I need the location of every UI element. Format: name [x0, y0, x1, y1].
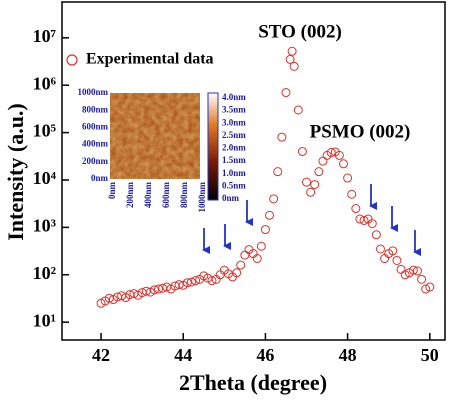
inset-y-label: 0nm	[91, 173, 109, 183]
afm-texture	[110, 93, 200, 179]
inset-x-label: 200nm	[125, 182, 135, 209]
point	[314, 167, 324, 177]
point	[318, 156, 328, 166]
point	[289, 61, 299, 71]
y-tick-label: 10²	[33, 263, 56, 283]
y-tick-label: 10⁶	[33, 73, 57, 93]
x-tick-label: 48	[339, 345, 357, 365]
annotation: STO (002)	[258, 21, 342, 42]
point	[281, 88, 291, 98]
inset-y-label: 600nm	[82, 121, 109, 131]
point	[421, 284, 431, 294]
y-tick-label: 10⁴	[33, 168, 57, 188]
x-tick-label: 46	[256, 345, 274, 365]
point	[338, 159, 348, 169]
x-tick-label: 50	[421, 345, 439, 365]
inset-x-label: 1000nm	[197, 182, 207, 213]
point	[375, 244, 385, 254]
x-axis-label: 2Theta (degree)	[179, 370, 327, 395]
colorbar	[207, 92, 219, 201]
point	[396, 264, 406, 274]
point	[326, 148, 336, 158]
arrows	[202, 184, 421, 256]
point	[310, 180, 320, 190]
point	[359, 215, 369, 225]
point	[265, 210, 275, 220]
point	[186, 277, 196, 287]
x-tick-label: 44	[174, 345, 192, 365]
y-tick-label: 10³	[33, 215, 57, 235]
colorbar-label: 3.0nm	[222, 117, 246, 127]
inset-x-label: 600nm	[161, 182, 171, 209]
point	[236, 260, 246, 270]
inset-x-label: 400nm	[143, 182, 153, 209]
colorbar-label: 2.0nm	[222, 143, 246, 153]
legend-marker	[66, 54, 78, 66]
point	[412, 266, 422, 276]
inset-y-label: 200nm	[82, 156, 109, 166]
inset-x-label: 800nm	[179, 182, 189, 209]
point	[260, 225, 270, 235]
point	[343, 173, 353, 183]
inset-y-label: 1000nm	[77, 87, 108, 97]
inset-y-label: 800nm	[82, 104, 109, 114]
point	[287, 46, 297, 56]
point	[302, 177, 312, 187]
point	[334, 150, 344, 160]
point	[371, 230, 381, 240]
point	[149, 285, 159, 295]
point	[240, 250, 250, 260]
x-tick-label: 42	[92, 345, 110, 365]
point	[392, 255, 402, 265]
point	[400, 270, 410, 280]
point	[425, 282, 435, 292]
y-tick-label: 10⁵	[33, 121, 57, 141]
point	[269, 194, 279, 204]
colorbar-label: 3.5nm	[222, 105, 246, 115]
point	[207, 276, 217, 286]
point	[191, 276, 201, 286]
point	[182, 278, 192, 288]
point	[293, 105, 303, 115]
point	[306, 187, 316, 197]
point	[380, 254, 390, 264]
legend-label: Experimental data	[86, 51, 214, 68]
point	[273, 167, 283, 177]
colorbar-label: 0.5nm	[222, 180, 246, 190]
colorbar-label: 4.0nm	[222, 92, 246, 102]
inset-y-label: 400nm	[82, 139, 109, 149]
point	[277, 132, 287, 142]
y-tick-label: 10⁷	[33, 26, 57, 46]
point	[347, 189, 357, 199]
y-axis-label: Intensity (a.u.)	[3, 103, 28, 241]
point	[252, 254, 262, 264]
point	[388, 246, 398, 256]
point	[367, 219, 377, 229]
point	[351, 204, 361, 214]
point	[417, 274, 427, 284]
plot-frame	[61, 1, 446, 341]
annotation: PSMO (002)	[310, 121, 411, 142]
colorbar-label: 0nm	[222, 193, 240, 203]
y-tick-label: 10¹	[33, 310, 56, 330]
point	[285, 54, 295, 64]
point	[174, 280, 184, 290]
inset-x-label: 0nm	[107, 182, 117, 200]
colorbar-label: 1.5nm	[222, 155, 246, 165]
colorbar-label: 2.5nm	[222, 130, 246, 140]
point	[154, 284, 164, 294]
point	[408, 265, 418, 275]
point	[232, 268, 242, 278]
point	[256, 241, 266, 251]
colorbar-label: 1.0nm	[222, 168, 246, 178]
point	[297, 146, 307, 156]
